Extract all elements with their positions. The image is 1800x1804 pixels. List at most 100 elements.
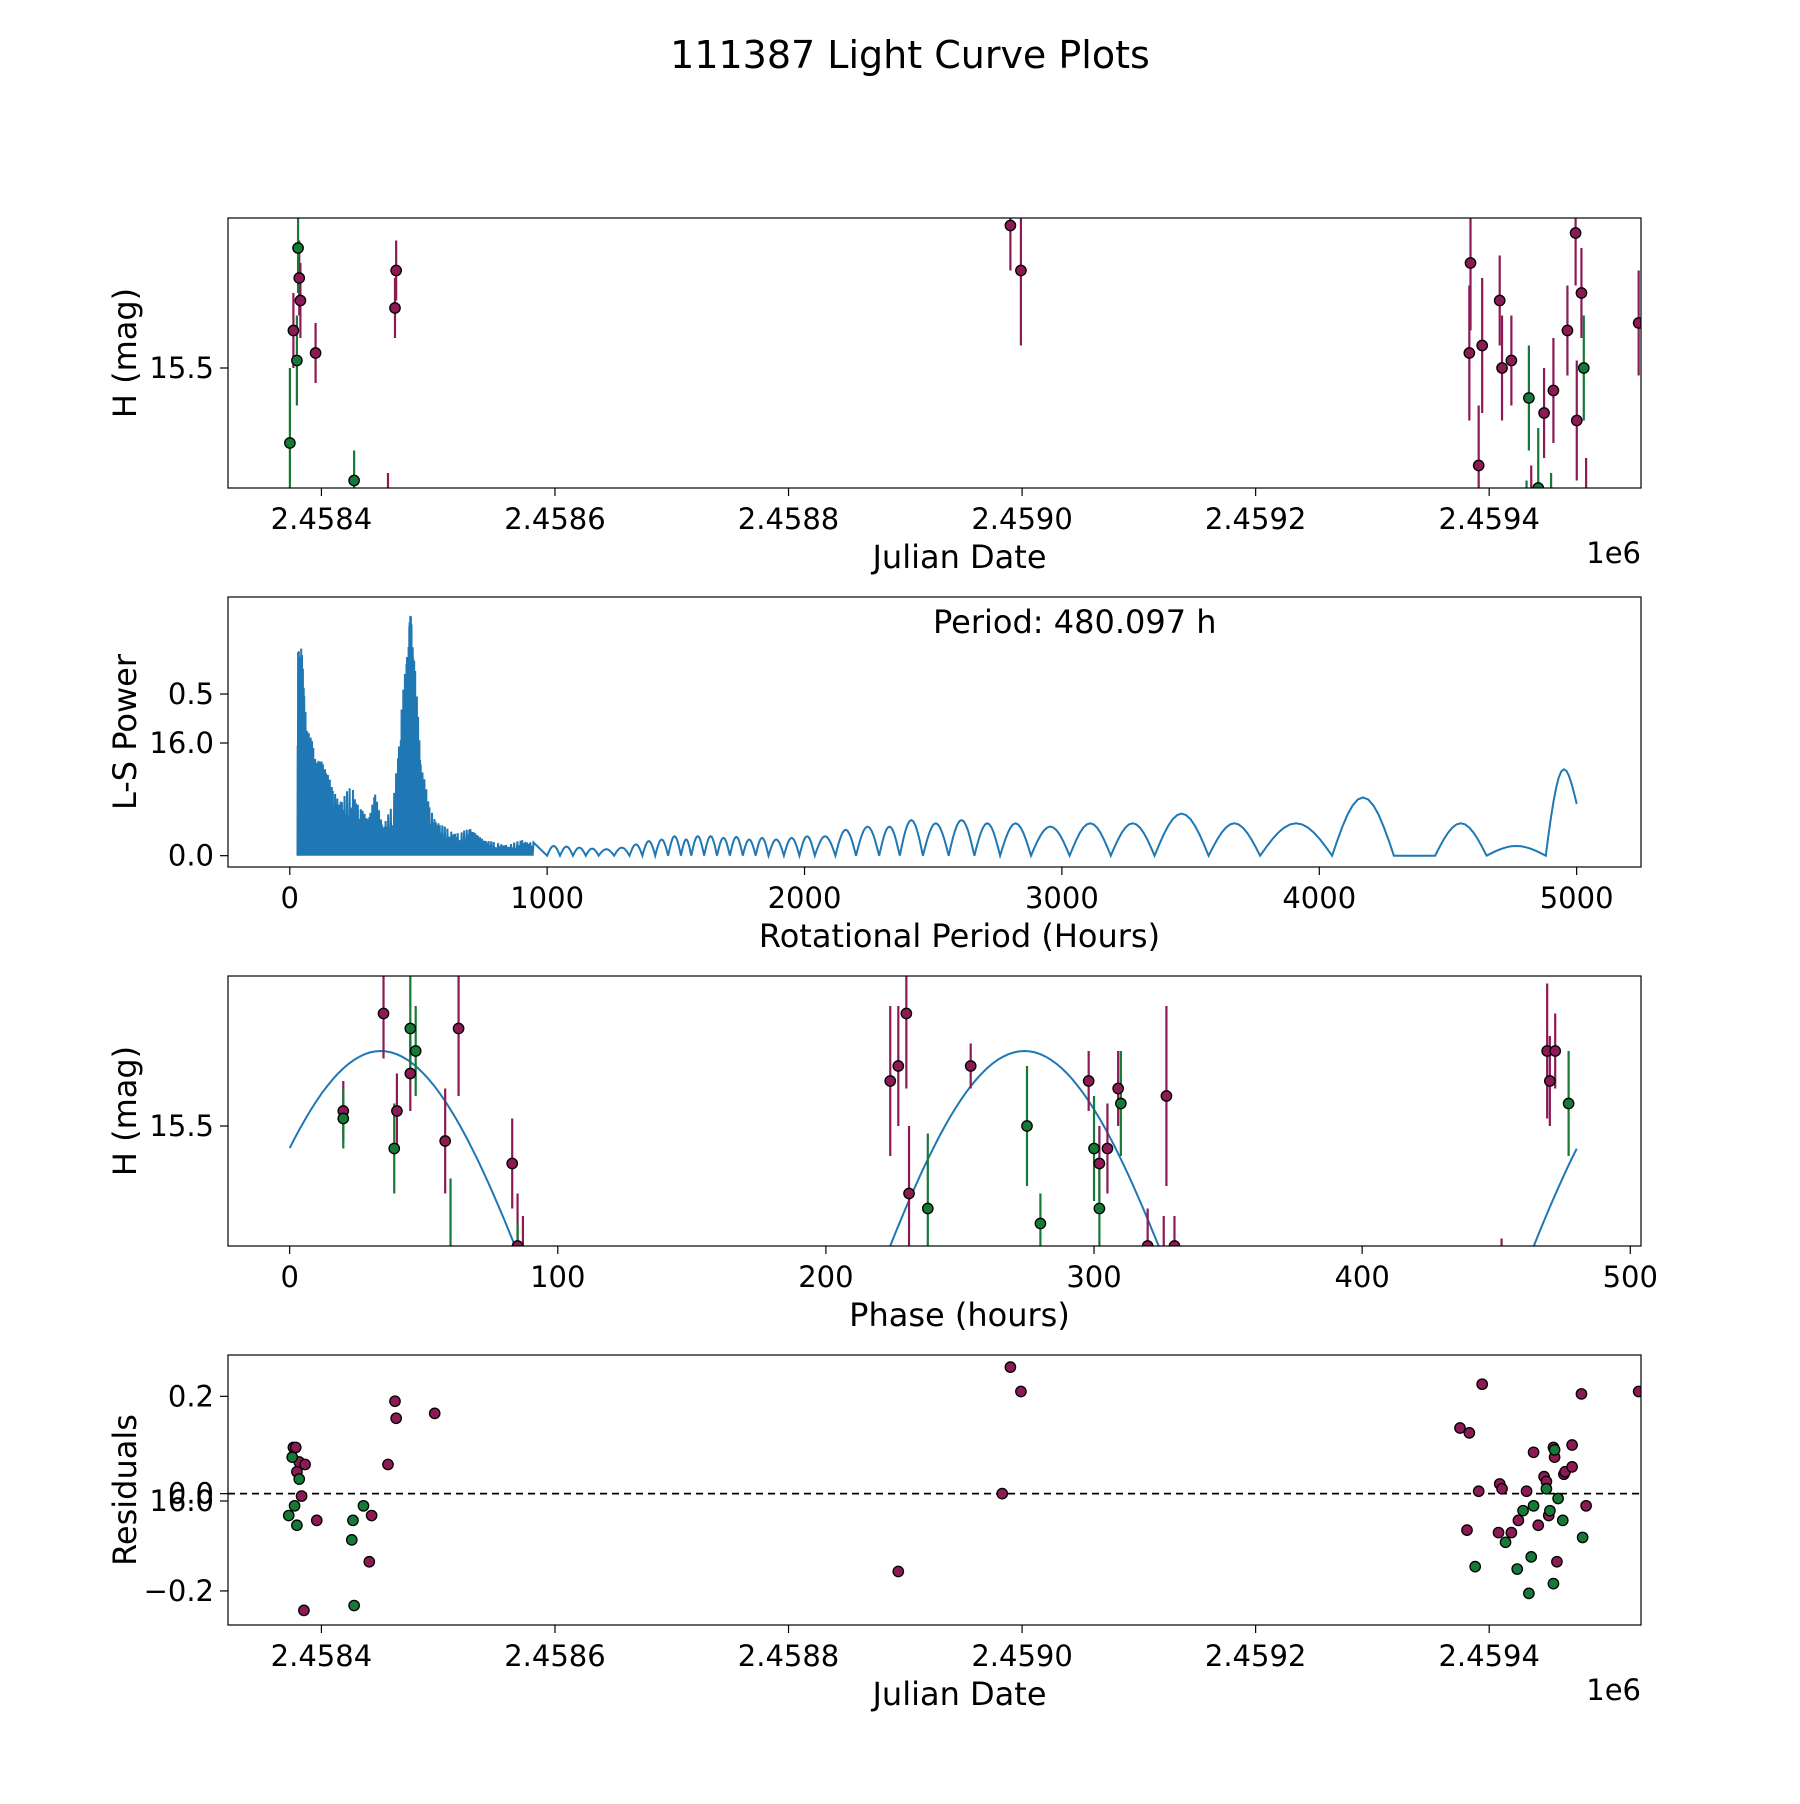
x-offset-label: 1e6	[1586, 1673, 1641, 1707]
data-point	[1551, 1555, 1563, 1568]
x-tick-label: 500	[1603, 1260, 1658, 1294]
axes-frame	[227, 596, 1642, 868]
data-point	[294, 294, 307, 307]
x-tick-label: 0	[281, 881, 299, 915]
data-point	[1472, 459, 1485, 472]
data-point	[892, 1565, 905, 1578]
data-point	[389, 1395, 401, 1408]
data-point	[903, 1187, 915, 1200]
x-tick-label: 2.4586	[504, 502, 605, 536]
data-point	[293, 272, 306, 284]
chart-periodogram: 0 1000 2000 3000 4000 5000 0.0 0.5 Rotational Pe…	[106, 596, 1642, 955]
data-point	[382, 1458, 394, 1471]
x-tick-label: 2.4594	[1438, 502, 1539, 536]
x-tick-label: 4000	[1282, 881, 1356, 915]
chart-lightcurve: 2.4584 2.4586 2.4588 2.4590 2.4592 2.4594 16.0…	[106, 217, 1642, 760]
plot-area	[296, 615, 1578, 860]
data-point	[1015, 1385, 1027, 1398]
data-point	[1570, 414, 1583, 427]
y-tick-label: 16.0	[149, 1484, 214, 1518]
data-point	[1540, 1482, 1553, 1495]
x-axis-label: Julian Date	[870, 1675, 1046, 1713]
data-point	[282, 1509, 295, 1522]
data-point	[921, 1202, 934, 1215]
y-tick-label: 0.0	[168, 839, 214, 873]
axes-frame	[227, 217, 1642, 489]
data-point	[1561, 324, 1574, 337]
data-point	[1114, 1097, 1127, 1110]
data-point	[1527, 1446, 1540, 1459]
x-tick-label: 2.4592	[1205, 1639, 1306, 1673]
data-point	[1454, 1422, 1466, 1434]
data-point	[900, 1007, 913, 1020]
data-point	[1101, 1142, 1114, 1155]
chart-phased: 0 100 200 300 400 500 16.0 15.5 Phase (hours) H (…	[106, 975, 1658, 1518]
axes-frame	[227, 975, 1642, 1247]
data-point	[1160, 1090, 1173, 1102]
data-point	[1556, 1514, 1569, 1527]
data-point	[365, 1509, 378, 1522]
data-point	[1082, 1075, 1095, 1087]
x-tick-label: 2.4594	[1438, 1639, 1539, 1673]
y-axis-label: H (mag)	[106, 288, 144, 418]
data-point	[1034, 1217, 1047, 1230]
data-point	[390, 264, 403, 277]
data-point	[347, 1514, 359, 1527]
data-point	[1015, 264, 1027, 277]
model-fit-curve	[288, 1049, 1578, 1246]
x-axis-label: Julian Date	[870, 538, 1046, 576]
data-point	[1168, 1240, 1181, 1246]
data-point	[1548, 1444, 1561, 1456]
data-point	[298, 1604, 310, 1617]
x-tick-label: 1000	[510, 881, 584, 915]
data-point	[291, 1519, 303, 1532]
y-tick-label: 16.0	[149, 726, 214, 760]
data-point	[1549, 1045, 1562, 1057]
data-point	[345, 1534, 358, 1546]
data-point	[1566, 1461, 1578, 1473]
data-point	[511, 1240, 524, 1246]
x-tick-label: 300	[1066, 1260, 1121, 1294]
data-point	[348, 474, 360, 487]
data-point	[1569, 227, 1582, 239]
data-point	[1523, 392, 1535, 404]
data-point	[286, 1451, 299, 1464]
data-point	[1496, 362, 1508, 374]
data-point	[428, 1407, 441, 1420]
data-point	[1496, 1482, 1508, 1495]
data-point	[1632, 1385, 1641, 1398]
data-point	[1547, 1577, 1560, 1590]
period-annotation: Period: 480.097 h	[933, 603, 1217, 641]
chart-residuals: 2.4584 2.4586 2.4588 2.4590 2.4592 2.4594 0.2 0…	[106, 1354, 1642, 1713]
data-point	[337, 1112, 350, 1125]
x-tick-label: 3000	[1025, 881, 1099, 915]
data-point	[310, 1514, 323, 1527]
data-point	[439, 1135, 452, 1147]
periodogram-line	[296, 615, 1578, 860]
data-point	[288, 1499, 301, 1512]
data-point	[892, 1060, 905, 1072]
data-point	[287, 324, 300, 337]
data-point	[1632, 317, 1641, 329]
x-tick-label: 2000	[768, 881, 842, 915]
data-point	[1575, 287, 1588, 299]
x-tick-label: 5000	[1540, 881, 1614, 915]
data-point	[506, 1157, 519, 1170]
x-tick-label: 2.4590	[971, 1639, 1072, 1673]
data-point	[1512, 1514, 1525, 1527]
data-point	[1463, 347, 1476, 359]
x-tick-label: 2.4584	[271, 502, 372, 536]
data-point	[1141, 1240, 1154, 1246]
data-point	[1004, 1361, 1017, 1374]
data-point	[1004, 219, 1017, 232]
data-point	[1580, 1499, 1592, 1512]
data-point	[389, 302, 401, 314]
data-point	[1566, 1439, 1578, 1451]
data-point	[1547, 384, 1560, 397]
data-point	[409, 1045, 422, 1057]
x-tick-label: 2.4588	[738, 502, 839, 536]
data-point	[1505, 354, 1518, 367]
